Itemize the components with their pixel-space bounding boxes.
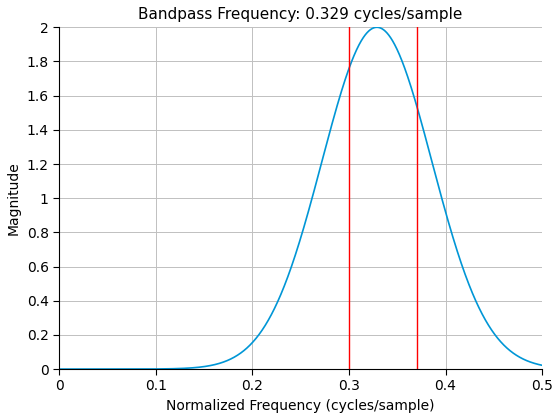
X-axis label: Normalized Frequency (cycles/sample): Normalized Frequency (cycles/sample) xyxy=(166,399,435,413)
Title: Bandpass Frequency: 0.329 cycles/sample: Bandpass Frequency: 0.329 cycles/sample xyxy=(138,7,463,22)
Y-axis label: Magnitude: Magnitude xyxy=(7,161,21,235)
